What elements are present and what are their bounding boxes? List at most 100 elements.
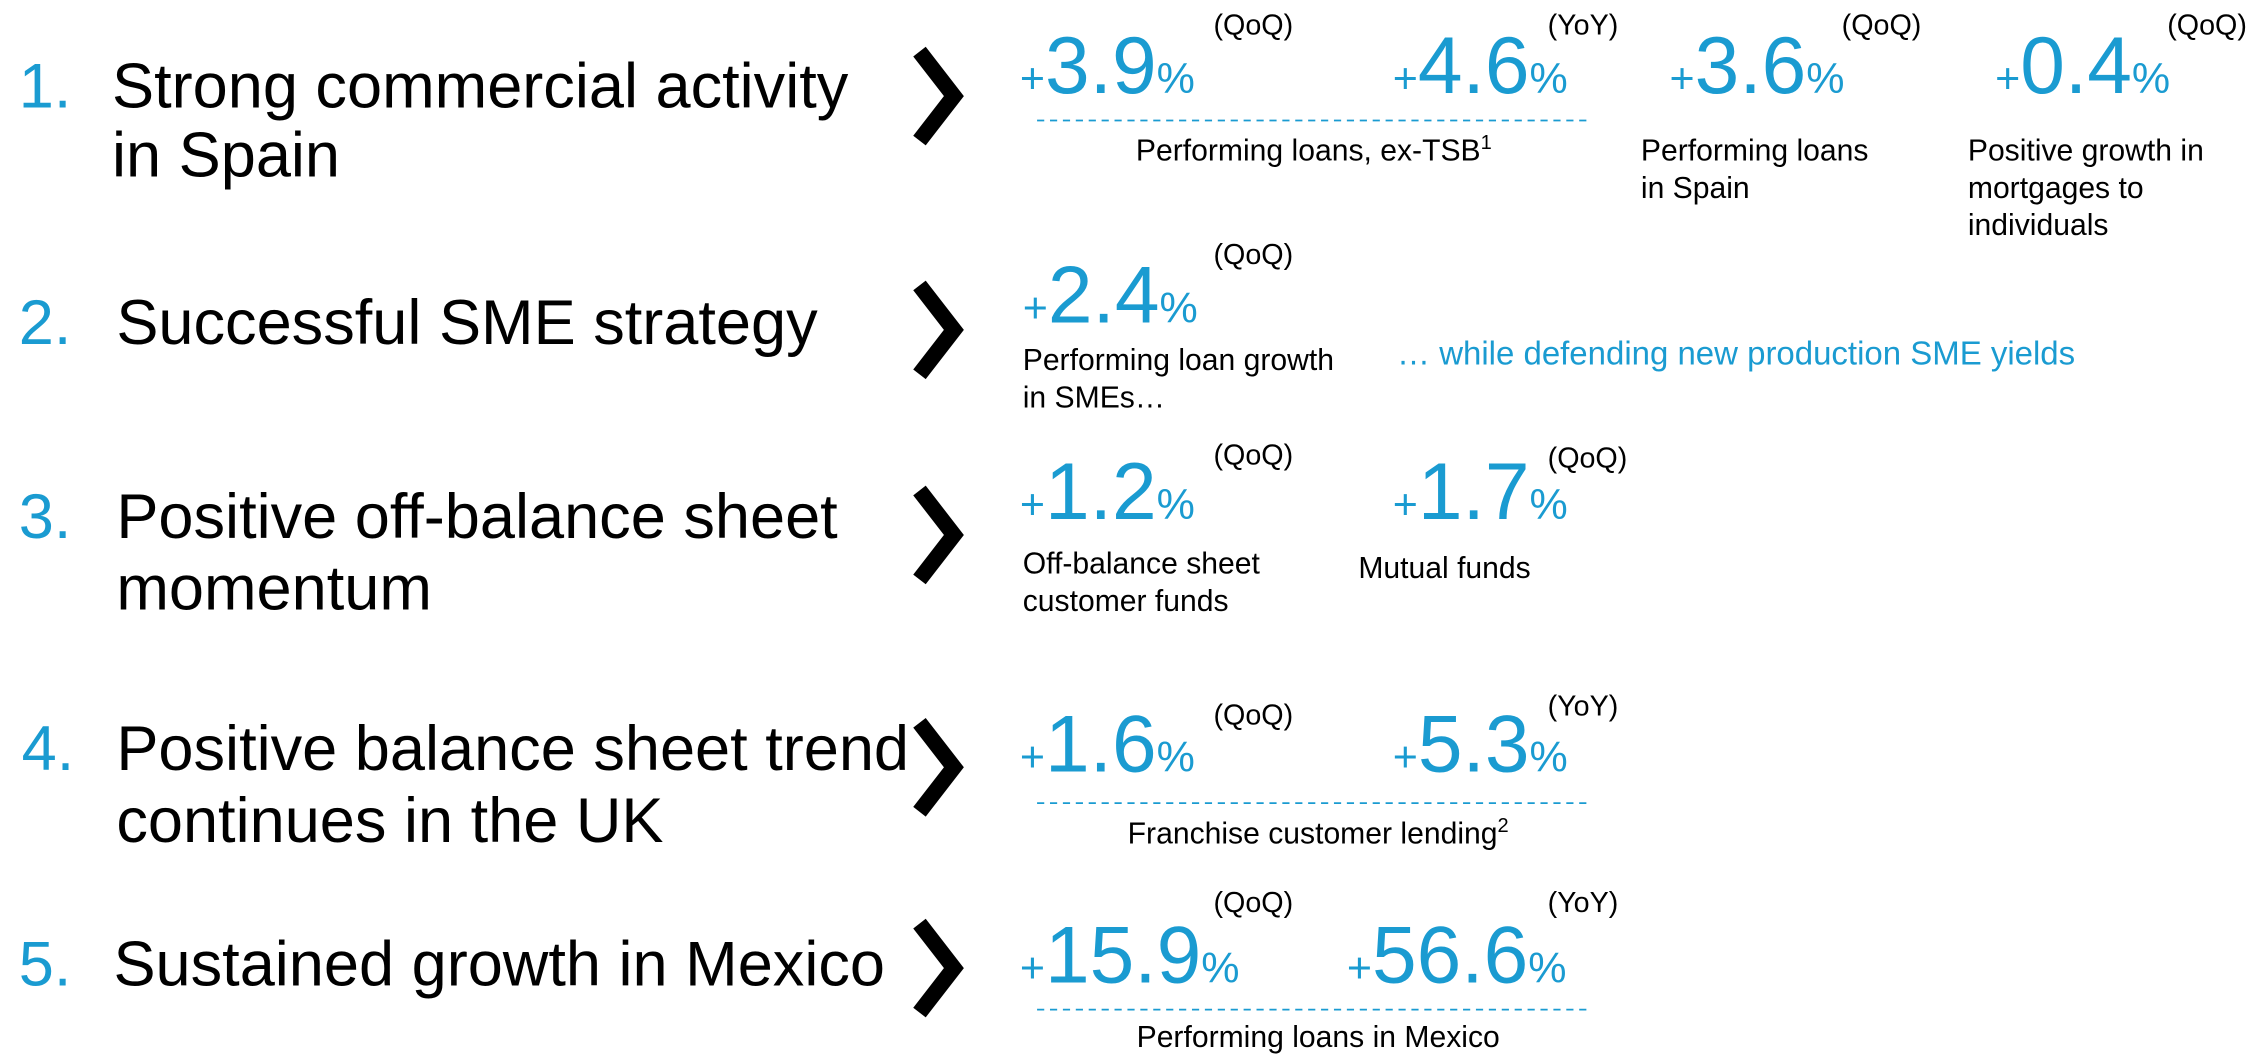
metric-sign: +	[1020, 944, 1045, 992]
metric-caption: Performing loans in Mexico	[1137, 1021, 1500, 1054]
metric: +1.7%	[1393, 447, 1568, 537]
metric-caption: Mutual funds	[1358, 552, 1530, 585]
metric: +0.4%	[1995, 21, 2170, 111]
metric-unit: %	[1157, 481, 1195, 529]
metric-sign: +	[1020, 481, 1045, 529]
metric-sign: +	[1393, 55, 1418, 103]
metric-caption: Performing loans, ex-TSB1	[1136, 132, 1492, 167]
metric-value: 56.6	[1372, 910, 1528, 1000]
metric-period: (QoQ)	[1213, 9, 1293, 41]
caption-text: Performing loans in Mexico	[1137, 1021, 1500, 1054]
item-heading: Sustained growth in Mexico	[113, 929, 885, 999]
metric-value: 1.7	[1418, 447, 1530, 537]
metric-period: (QoQ)	[1213, 440, 1293, 472]
metric-unit: %	[1528, 944, 1566, 992]
footnote-mark: 2	[1498, 815, 1509, 837]
metric: +1.2%	[1020, 447, 1195, 537]
footnote-mark: 1	[1481, 132, 1492, 154]
caption-text: Performing loans	[1641, 135, 1869, 168]
metric-unit: %	[1159, 285, 1197, 333]
metric-period: (QoQ)	[1548, 443, 1628, 475]
metric-caption: customer funds	[1023, 585, 1229, 618]
caption-text: Off-balance sheet	[1023, 548, 1261, 581]
metric-value: 15.9	[1045, 910, 1201, 1000]
item-number: 3.	[19, 482, 72, 552]
row: 2. Successful SME strategy +2.4% (QoQ) Perfo…	[19, 239, 2075, 414]
metric-unit: %	[1157, 55, 1195, 103]
metric-period: (YoY)	[1548, 9, 1619, 41]
metric-caption: in Spain	[1641, 172, 1750, 205]
metric-value: 5.3	[1418, 700, 1530, 790]
metric-value: 2.4	[1048, 251, 1160, 341]
metric-sign: +	[1995, 55, 2020, 103]
item-heading: momentum	[116, 554, 432, 624]
metric-value: 0.4	[2020, 21, 2132, 111]
metric-period: (QoQ)	[1213, 699, 1293, 731]
metric-period: (QoQ)	[2167, 9, 2247, 41]
metric-period: (QoQ)	[1213, 887, 1293, 919]
note: … while defending new production SME yie…	[1397, 334, 2075, 371]
metric-value: 3.9	[1045, 21, 1157, 111]
metric-value: 1.6	[1045, 700, 1157, 790]
caption-text: customer funds	[1023, 585, 1229, 618]
metric: +4.6%	[1393, 21, 1568, 111]
metric-sign: +	[1393, 481, 1418, 529]
metric-caption: Off-balance sheet	[1023, 548, 1261, 581]
metric: +1.6%	[1020, 700, 1195, 790]
metric-period: (YoY)	[1548, 691, 1619, 723]
item-number: 4.	[22, 714, 75, 784]
row: 4. Positive balance sheet trendcontinues …	[22, 691, 1619, 856]
chevron	[913, 918, 964, 1018]
item-heading: continues in the UK	[116, 786, 663, 856]
item-heading: Positive off-balance sheet	[116, 482, 838, 552]
item-heading: Positive balance sheet trend	[116, 714, 909, 784]
metric-unit: %	[1201, 944, 1239, 992]
caption-text: Positive growth in	[1968, 135, 2204, 168]
metric-unit: %	[1530, 734, 1568, 782]
chevron	[913, 485, 964, 585]
metric-caption: Franchise customer lending2	[1128, 815, 1509, 850]
metric-unit: %	[1157, 734, 1195, 782]
metric-caption: mortgages to	[1968, 172, 2144, 205]
metric-value: 3.6	[1695, 21, 1807, 111]
caption-text: Performing loans, ex-TSB	[1136, 135, 1481, 168]
item-heading: Successful SME strategy	[116, 288, 818, 358]
metric: +3.6%	[1670, 21, 1845, 111]
caption-text: mortgages to	[1968, 172, 2144, 205]
row: 5. Sustained growth in Mexico +15.9%(QoQ)+…	[19, 887, 1619, 1054]
metric: +2.4%	[1023, 251, 1198, 341]
metric-caption: in SMEs…	[1023, 381, 1165, 414]
metric-sign: +	[1020, 55, 1045, 103]
metric-caption: Performing loan growth	[1023, 344, 1334, 377]
metric-caption: Positive growth in	[1968, 135, 2204, 168]
chevron	[913, 280, 964, 380]
metric-sign: +	[1670, 55, 1695, 103]
caption-text: in SMEs…	[1023, 381, 1165, 414]
item-heading: Strong commercial activity	[112, 52, 849, 122]
metric-caption: individuals	[1968, 209, 2109, 242]
caption-text: Franchise customer lending	[1128, 817, 1498, 850]
metric: +56.6%	[1347, 910, 1567, 1000]
metric-value: 1.2	[1045, 447, 1157, 537]
metric-caption: Performing loans	[1641, 135, 1869, 168]
item-number: 5.	[19, 929, 72, 999]
item-heading: in Spain	[112, 120, 340, 190]
caption-text: Mutual funds	[1358, 552, 1530, 585]
caption-text: individuals	[1968, 209, 2109, 242]
item-number: 2.	[19, 288, 72, 358]
metric-value: 4.6	[1418, 21, 1530, 111]
metric-sign: +	[1023, 285, 1048, 333]
chevron	[913, 46, 964, 146]
metric-unit: %	[1530, 55, 1568, 103]
metric-unit: %	[2132, 55, 2170, 103]
metric-unit: %	[1530, 481, 1568, 529]
metric-period: (QoQ)	[1842, 9, 1922, 41]
metric-sign: +	[1347, 944, 1372, 992]
metric-unit: %	[1806, 55, 1844, 103]
metric-period: (YoY)	[1548, 887, 1619, 919]
metric: +15.9%	[1020, 910, 1240, 1000]
